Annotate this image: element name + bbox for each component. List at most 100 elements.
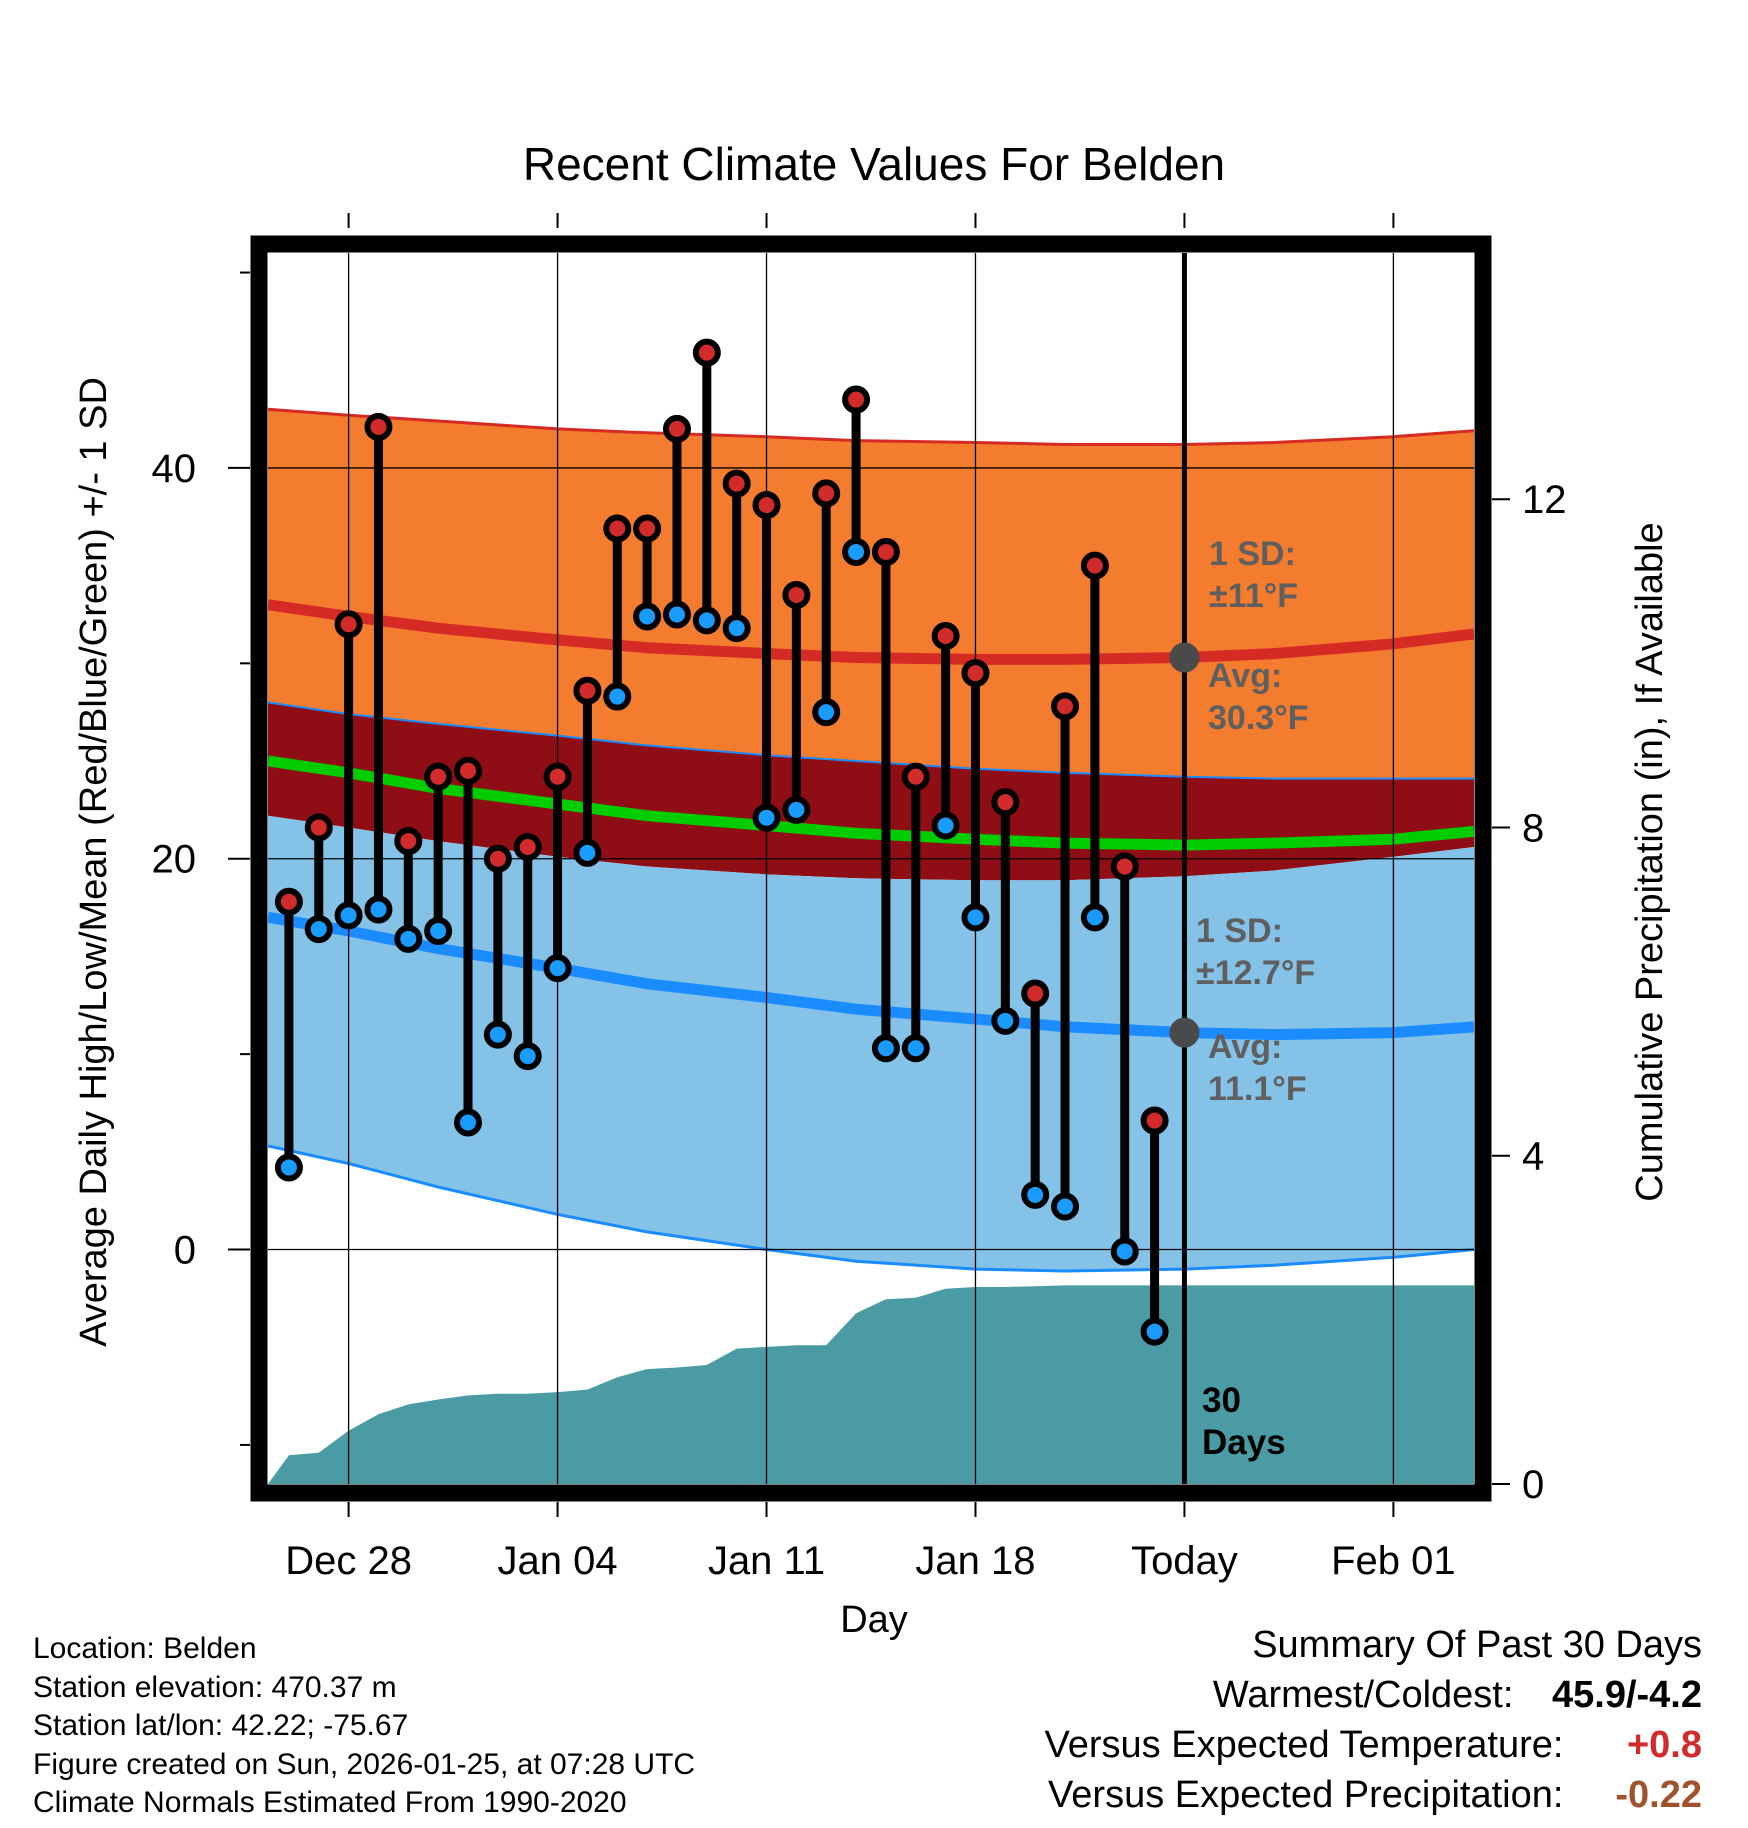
summary-title: Summary Of Past 30 Days bbox=[1252, 1624, 1702, 1666]
observation-day bbox=[334, 610, 363, 930]
low-temp-point bbox=[842, 537, 871, 566]
high-annotation: 1 SD: ±11°F Avg: 30.3°F bbox=[1169, 535, 1309, 737]
high-temp-point bbox=[901, 762, 930, 791]
low-temp-point bbox=[364, 895, 393, 924]
overlap-band bbox=[268, 702, 1474, 881]
high-temp-point bbox=[334, 610, 363, 639]
observation-day bbox=[573, 676, 602, 867]
precip-area bbox=[268, 1285, 1474, 1484]
high-avg-label: Avg: bbox=[1208, 657, 1282, 695]
elevation-text: Station elevation: 470.37 m bbox=[33, 1670, 397, 1704]
x-tick-label: Dec 28 bbox=[285, 1539, 412, 1583]
observation-day bbox=[662, 414, 691, 629]
low-temp-point bbox=[1080, 903, 1109, 932]
temp-value: +0.8 bbox=[1626, 1724, 1702, 1766]
low-annotation: 1 SD: ±12.7°F Avg: 11.1°F bbox=[1169, 912, 1315, 1108]
observation-day bbox=[274, 887, 303, 1182]
latlon-text: Station lat/lon: 42.22; -75.67 bbox=[33, 1709, 409, 1742]
chart-title: Recent Climate Values For Belden bbox=[523, 138, 1225, 190]
high-temp-point bbox=[394, 827, 423, 856]
y2-tick-label: 0 bbox=[1522, 1463, 1544, 1507]
summary-panel: Summary Of Past 30 Days Warmest/Coldest:… bbox=[1045, 1620, 1702, 1820]
observation-day bbox=[603, 514, 632, 711]
days-word: Days bbox=[1202, 1423, 1286, 1462]
low-temp-point bbox=[304, 915, 333, 944]
high-temp-point bbox=[662, 414, 691, 443]
location-text: Location: Belden bbox=[33, 1632, 257, 1665]
low-temp-point bbox=[513, 1042, 542, 1071]
observation-day bbox=[543, 762, 572, 983]
temp-row: Versus Expected Temperature: +0.8 bbox=[1045, 1720, 1702, 1770]
normals-text: Climate Normals Estimated From 1990-2020 bbox=[33, 1786, 627, 1819]
observation-day bbox=[1110, 852, 1139, 1266]
low-temp-point bbox=[454, 1108, 483, 1137]
low-temp-point bbox=[483, 1020, 512, 1049]
y-axis-title: Average Daily High/Low/Mean (Red/Blue/Gr… bbox=[73, 377, 115, 1347]
axes: Dec 28 Jan 04 Jan 11 Jan 18 Today Feb 0102040… bbox=[152, 213, 1567, 1583]
plot-frame bbox=[250, 235, 1492, 1502]
observation-day bbox=[1021, 979, 1050, 1209]
observation-day bbox=[991, 788, 1020, 1035]
low-temp-point bbox=[991, 1006, 1020, 1035]
low-avg-label: Avg: bbox=[1208, 1028, 1282, 1066]
high-lower-edge bbox=[268, 701, 1474, 780]
high-temp-point bbox=[1051, 692, 1080, 721]
observation-day bbox=[842, 385, 871, 566]
high-temp-point bbox=[871, 537, 900, 566]
high-temp-point bbox=[961, 659, 990, 688]
observation-day bbox=[454, 756, 483, 1137]
observation-day bbox=[812, 479, 841, 727]
observation-day bbox=[871, 537, 900, 1063]
observation-day bbox=[931, 621, 960, 840]
high-temp-point bbox=[543, 762, 572, 791]
high-temp-point bbox=[364, 412, 393, 441]
normal-high-line bbox=[268, 599, 1474, 665]
observation-day bbox=[752, 491, 781, 832]
high-temp-point bbox=[782, 580, 811, 609]
y2-tick-label: 4 bbox=[1522, 1135, 1544, 1179]
observation-day bbox=[513, 833, 542, 1071]
high-avg-value: 30.3°F bbox=[1208, 699, 1309, 737]
observation-day bbox=[1140, 1106, 1169, 1346]
observation-day bbox=[1051, 692, 1080, 1221]
high-temp-point bbox=[1021, 979, 1050, 1008]
x-tick-label: Feb 01 bbox=[1331, 1539, 1456, 1583]
observation-day bbox=[424, 762, 453, 946]
x-tick-label: Jan 04 bbox=[498, 1539, 618, 1583]
high-temp-point bbox=[633, 514, 662, 543]
low-temp-point bbox=[633, 602, 662, 631]
y-tick-label: 40 bbox=[152, 447, 197, 491]
low-temp-point bbox=[274, 1153, 303, 1182]
low-temp-point bbox=[424, 917, 453, 946]
low-temp-point bbox=[543, 954, 572, 983]
high-temp-point bbox=[454, 756, 483, 785]
observation-day bbox=[364, 412, 393, 924]
observation-day bbox=[483, 844, 512, 1049]
high-temp-point bbox=[1110, 852, 1139, 881]
high-temp-point bbox=[1140, 1106, 1169, 1135]
days-count: 30 bbox=[1202, 1381, 1241, 1420]
high-temp-point bbox=[752, 491, 781, 520]
observation-day bbox=[782, 580, 811, 824]
high-temp-point bbox=[573, 676, 602, 705]
precip-value: -0.22 bbox=[1615, 1774, 1702, 1816]
high-temp-point bbox=[991, 788, 1020, 817]
observation-day bbox=[901, 762, 930, 1063]
high-temp-point bbox=[513, 833, 542, 862]
high-temp-point bbox=[931, 621, 960, 650]
observation-day bbox=[304, 813, 333, 944]
high-temp-point bbox=[304, 813, 333, 842]
precip-label: Versus Expected Precipitation: bbox=[1048, 1774, 1564, 1816]
low-temp-point bbox=[662, 600, 691, 629]
low-temp-point bbox=[334, 901, 363, 930]
high-sd-band bbox=[268, 409, 1474, 779]
high-temp-point bbox=[424, 762, 453, 791]
observation-day bbox=[722, 469, 751, 643]
low-temp-point bbox=[1140, 1317, 1169, 1346]
low-avg-value: 11.1°F bbox=[1208, 1070, 1307, 1108]
observation-day bbox=[394, 827, 423, 953]
plot-area bbox=[268, 407, 1474, 1484]
low-temp-point bbox=[1021, 1180, 1050, 1209]
x-axis-title: Day bbox=[840, 1599, 908, 1641]
